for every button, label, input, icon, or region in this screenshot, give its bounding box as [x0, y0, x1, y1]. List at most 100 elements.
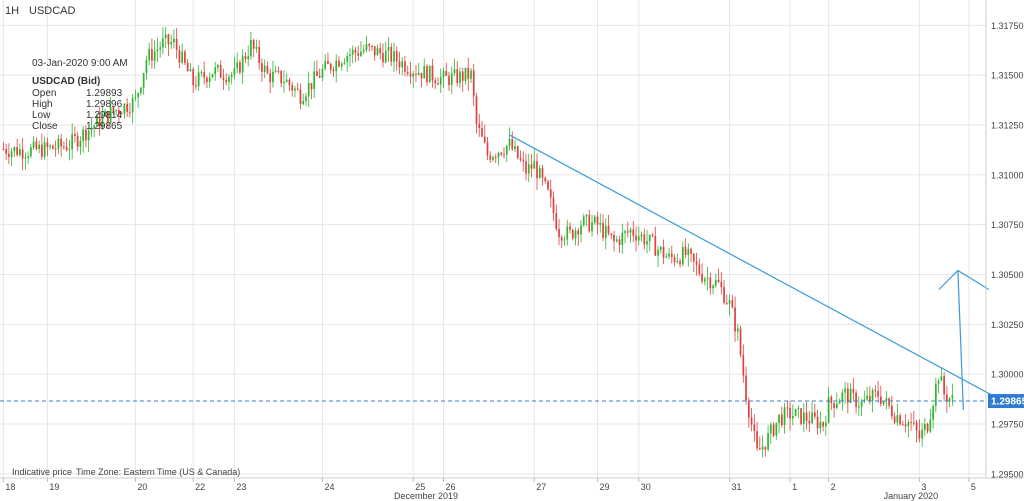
- candle-body: [294, 88, 296, 91]
- candle-body: [621, 232, 624, 246]
- candle-body: [164, 34, 167, 39]
- candle-body: [357, 52, 360, 56]
- timezone-note: Time Zone: Eastern Time (US & Canada): [76, 467, 240, 477]
- candle-body: [101, 116, 104, 128]
- candle-body: [503, 154, 505, 156]
- candle-body: [368, 44, 371, 46]
- candle-body: [159, 47, 162, 50]
- x-tick-label: 1: [792, 482, 797, 492]
- candle-body: [662, 246, 665, 258]
- candle-body: [445, 71, 448, 76]
- info-low-value: 1.29814: [86, 110, 123, 121]
- candle-body: [511, 138, 514, 150]
- candle-body: [558, 228, 560, 238]
- candle-body: [769, 424, 772, 434]
- candle-body: [382, 53, 384, 63]
- candle-body: [758, 448, 761, 450]
- candle-body: [327, 61, 329, 64]
- candle-body: [10, 151, 13, 157]
- candle-body: [610, 233, 613, 236]
- candle-body: [670, 253, 673, 258]
- y-tick-label: 1.30750: [991, 220, 1024, 230]
- candle-body: [318, 75, 321, 78]
- candle-body: [516, 146, 519, 159]
- candle-body: [794, 409, 797, 416]
- candle-body: [547, 181, 549, 190]
- candle-body: [577, 230, 580, 235]
- candle-body: [731, 300, 734, 308]
- info-close-label: Close: [32, 121, 58, 132]
- candle-body: [778, 414, 780, 423]
- candle-body: [225, 79, 228, 83]
- candle-body: [879, 396, 882, 404]
- candle-body: [816, 416, 819, 429]
- candle-body: [181, 51, 184, 63]
- x-month-label: January 2020: [884, 491, 939, 501]
- candle-body: [885, 398, 888, 402]
- candle-body: [596, 216, 599, 225]
- candle-body: [109, 107, 112, 123]
- candle-body: [753, 424, 756, 432]
- candle-body: [74, 134, 76, 136]
- candle-body: [775, 422, 778, 436]
- candle-body: [230, 74, 233, 77]
- candle-body: [538, 168, 541, 179]
- x-tick-label: 5: [971, 482, 976, 492]
- candle-body: [637, 236, 640, 241]
- candle-body: [522, 159, 525, 162]
- x-tick-label: 24: [324, 482, 334, 492]
- candle-body: [725, 302, 728, 304]
- candle-body: [514, 146, 516, 150]
- candle-body: [852, 388, 855, 393]
- candle-body: [332, 69, 335, 72]
- candle-body: [483, 136, 486, 143]
- candle-body: [379, 48, 382, 54]
- candle-body: [93, 125, 96, 128]
- candle-body: [750, 417, 753, 425]
- candlestick-series: [2, 26, 954, 458]
- candle-body: [420, 72, 423, 79]
- candle-body: [401, 61, 404, 68]
- candle-body: [197, 72, 200, 87]
- candle-body: [437, 83, 439, 85]
- candle-body: [896, 415, 899, 423]
- candle-body: [41, 144, 43, 157]
- candle-body: [797, 408, 800, 410]
- candle-body: [676, 260, 679, 262]
- candle-body: [76, 135, 79, 147]
- candle-body: [173, 38, 175, 43]
- candle-body: [258, 46, 261, 64]
- candle-body: [698, 264, 701, 274]
- candle-body: [387, 46, 390, 51]
- candle-body: [635, 235, 637, 241]
- gridlines: [0, 0, 986, 478]
- candle-body: [82, 129, 84, 142]
- candle-body: [252, 40, 255, 49]
- candle-body: [453, 69, 456, 74]
- candle-body: [519, 158, 522, 160]
- info-title: USDCAD (Bid): [32, 76, 100, 87]
- timeframe-label: 1H: [5, 5, 19, 17]
- x-tick-label: 25: [415, 482, 425, 492]
- candle-body: [16, 147, 18, 155]
- candle-body: [560, 237, 563, 241]
- candle-body: [277, 70, 280, 72]
- candle-body: [398, 61, 401, 68]
- candle-body: [604, 225, 607, 238]
- candle-body: [283, 81, 285, 84]
- candle-body: [709, 277, 712, 289]
- candle-body: [24, 157, 27, 159]
- candle-body: [107, 111, 109, 123]
- candle-body: [508, 138, 511, 146]
- candle-body: [442, 71, 445, 78]
- candle-body: [541, 168, 544, 178]
- candle-body: [481, 127, 483, 137]
- candle-body: [192, 69, 195, 86]
- candle-body: [162, 38, 164, 48]
- candle-body: [626, 231, 629, 233]
- candle-body: [346, 56, 349, 63]
- y-tick-label: 1.29500: [991, 469, 1024, 479]
- candle-body: [593, 216, 596, 223]
